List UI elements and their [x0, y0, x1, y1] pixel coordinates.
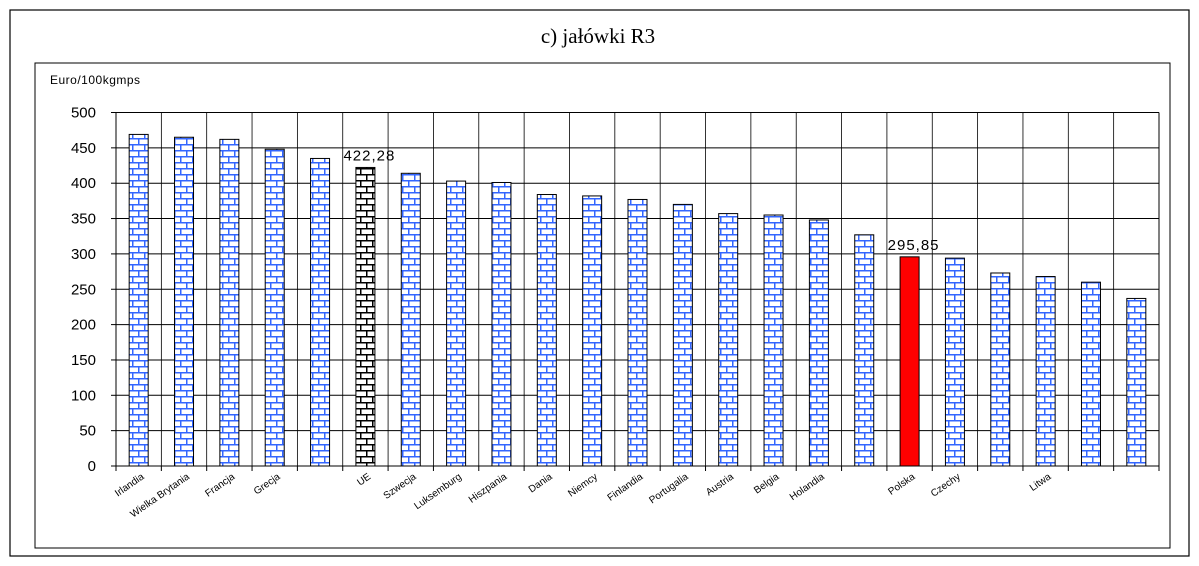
bar — [854, 234, 875, 467]
bar — [808, 219, 829, 467]
bar — [672, 203, 693, 467]
bar — [1080, 281, 1101, 467]
data-label: 422,28 — [343, 147, 395, 164]
bar — [174, 136, 195, 467]
bar — [582, 195, 603, 467]
bars — [128, 133, 1147, 467]
bar — [128, 133, 149, 467]
bar — [355, 166, 376, 467]
y-tick-label: 450 — [71, 140, 96, 157]
bar — [310, 157, 331, 467]
bar — [400, 172, 421, 467]
y-tick-label: 0 — [88, 458, 96, 475]
data-labels: 422,28 295,85 — [343, 147, 940, 254]
bar — [763, 214, 784, 467]
y-tick-label: 500 — [71, 105, 96, 122]
y-tick-label: 350 — [71, 211, 96, 228]
bar — [944, 257, 965, 467]
y-tick-label: 400 — [71, 175, 96, 192]
y-tick-label: 50 — [79, 423, 96, 440]
y-tick-label: 300 — [71, 246, 96, 263]
bar — [1035, 276, 1056, 467]
y-axis-ticks: 0 50 100 150 200 250 300 350 400 450 500 — [71, 105, 116, 475]
bar — [627, 198, 648, 467]
bar — [990, 272, 1011, 467]
data-label: 295,85 — [888, 237, 940, 254]
bar — [899, 256, 920, 467]
bar — [264, 148, 285, 467]
bar — [446, 180, 467, 467]
bar — [491, 181, 512, 467]
y-tick-label: 100 — [71, 387, 96, 404]
y-axis-unit-label: Euro/100kgmps — [50, 73, 141, 87]
bar — [219, 138, 240, 467]
bar — [1126, 297, 1147, 467]
y-tick-label: 200 — [71, 317, 96, 334]
bar — [718, 213, 739, 467]
chart-title: c) jałówki R3 — [541, 24, 655, 48]
y-tick-label: 150 — [71, 352, 96, 369]
y-tick-label: 250 — [71, 281, 96, 298]
bar — [536, 194, 557, 467]
